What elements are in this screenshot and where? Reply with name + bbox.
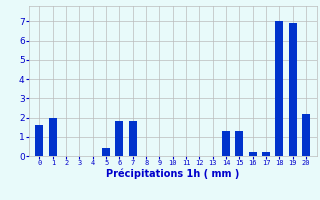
Bar: [249, 152, 257, 156]
Bar: [102, 148, 110, 156]
Bar: [262, 152, 270, 156]
Bar: [236, 131, 244, 156]
Bar: [116, 121, 124, 156]
Bar: [276, 21, 284, 156]
Bar: [36, 125, 44, 156]
Bar: [49, 118, 57, 156]
Bar: [129, 121, 137, 156]
Bar: [302, 114, 310, 156]
Bar: [222, 131, 230, 156]
X-axis label: Précipitations 1h ( mm ): Précipitations 1h ( mm ): [106, 169, 239, 179]
Bar: [289, 23, 297, 156]
